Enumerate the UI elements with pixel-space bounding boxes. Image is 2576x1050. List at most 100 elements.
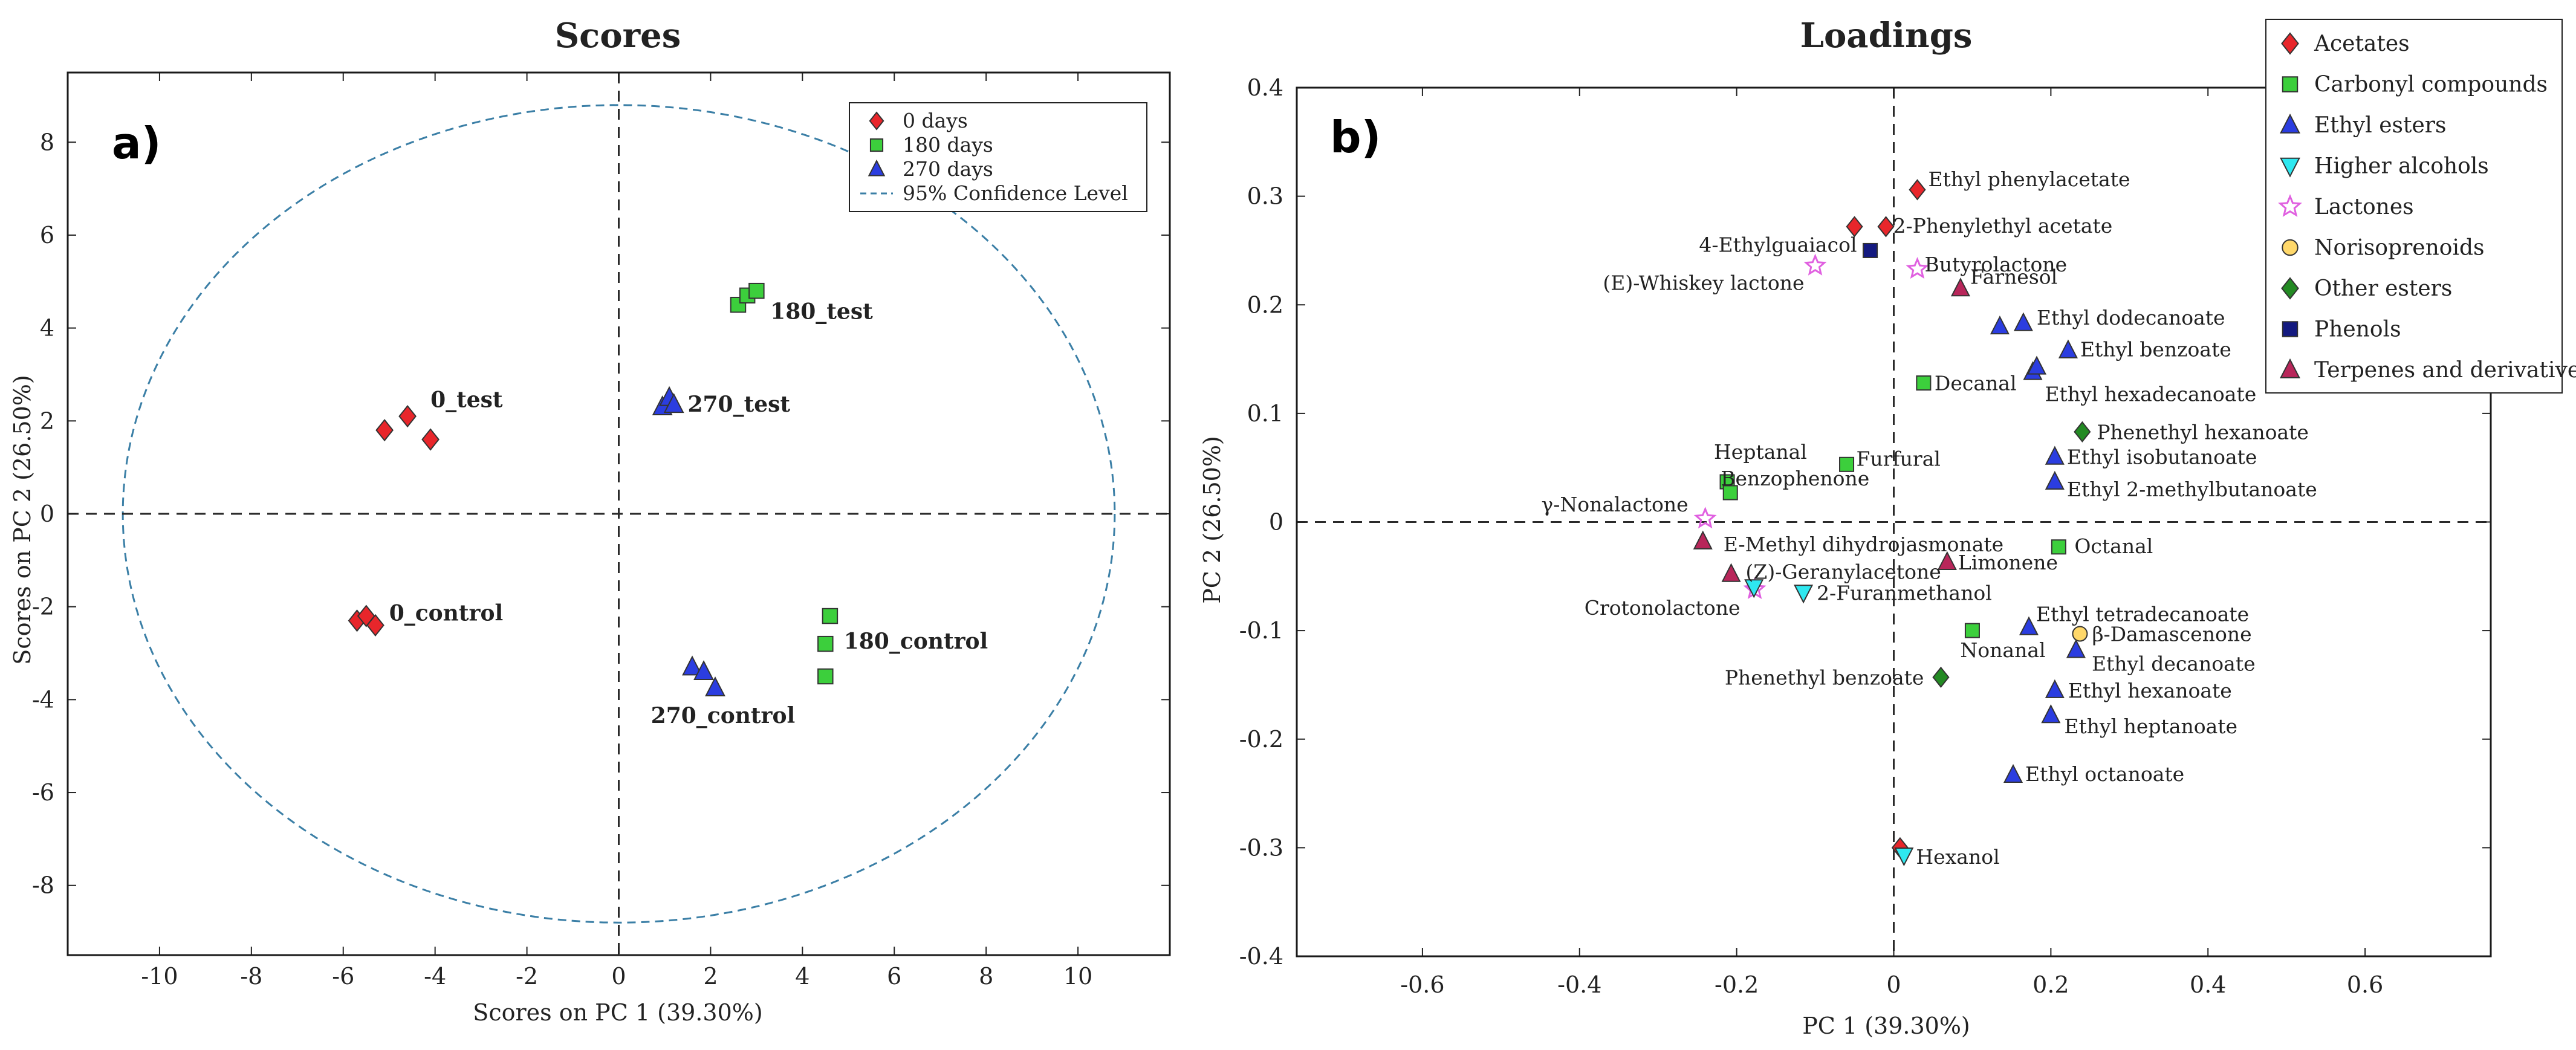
loading-point-ethyl-esters	[2003, 763, 2023, 783]
loading-point-label: γ-Nonalactone	[1541, 493, 1688, 516]
scores-point-0-days	[366, 614, 384, 637]
loadings-x-tick-label: 0.6	[2347, 971, 2383, 998]
scores-group-label: 0_test	[430, 387, 503, 412]
scores-point-270-days	[693, 660, 714, 681]
loadings-x-tick-label: -0.2	[1715, 971, 1759, 998]
scores-point-180-days	[748, 282, 765, 299]
loading-point-carbonyl-compounds	[2051, 539, 2066, 555]
loading-point-higher-alcohols	[1744, 579, 1764, 598]
loadings-legend-marker-acetates	[2281, 32, 2299, 55]
loadings-legend-label: Carbonyl compounds	[2314, 73, 2548, 97]
loading-point-carbonyl-compounds	[1916, 375, 1932, 391]
loading-point-label: Heptanal	[1714, 440, 1807, 464]
loading-point-label: Ethyl heptanoate	[2064, 715, 2237, 738]
loading-point-carbonyl-compounds	[1839, 456, 1855, 472]
loadings-y-tick-label: 0.1	[1247, 400, 1283, 427]
loadings-legend: Acetates Carbonyl compounds Ethyl esters Hi…	[2265, 19, 2576, 394]
loadings-legend-label: Acetates	[2314, 31, 2410, 56]
loading-point-other-esters	[1932, 666, 1950, 688]
scores-legend-label: 180 days	[903, 133, 993, 157]
loading-point-label: Nonanal	[1960, 638, 2045, 662]
scores-x-tick-label: -2	[516, 963, 538, 990]
loading-point-acetates	[1846, 216, 1863, 238]
loadings-legend-marker-higher-alcohols	[2280, 157, 2300, 178]
scores-legend-box	[849, 102, 1147, 212]
loadings-legend-label: Ethyl esters	[2314, 113, 2446, 138]
loading-point-phenols	[1862, 242, 1878, 258]
loading-point-acetates	[1877, 216, 1895, 238]
loading-point-carbonyl-compounds	[1722, 485, 1738, 501]
scores-x-tick-label: 6	[887, 963, 901, 990]
loading-point-label: Furfural	[1857, 447, 1941, 470]
scores-y-axis-label: Scores on PC 2 (26.50%)	[9, 375, 36, 664]
scores-y-tick-label: -4	[32, 686, 54, 713]
loading-point-lactones	[1803, 253, 1827, 276]
loading-point-ethyl-esters	[2045, 446, 2065, 465]
loadings-x-tick-label: -0.6	[1400, 971, 1444, 998]
loadings-y-tick-label: -0.4	[1239, 943, 1283, 970]
loading-point-terpenes-and-derivatives	[1937, 551, 1957, 570]
loading-point-higher-alcohols	[1794, 585, 1814, 604]
scores-y-tick-label: 0	[40, 501, 54, 527]
loading-point-label: (Z)-Geranylacetone	[1746, 560, 1941, 584]
loadings-legend-marker-ethyl-esters	[2280, 113, 2300, 134]
loading-point-label: 2-Furanmethanol	[1817, 581, 1992, 604]
loading-point-label: Ethyl tetradecanoate	[2036, 603, 2249, 626]
loading-point-label: (E)-Whiskey lactone	[1603, 271, 1804, 295]
scores-y-tick-label: 2	[40, 407, 54, 434]
loadings-y-tick-label: 0	[1269, 509, 1283, 536]
loadings-plot-frame	[1296, 86, 2492, 958]
loading-point-label: Ethyl benzoate	[2080, 338, 2231, 361]
scores-group-label: 180_control	[844, 629, 988, 654]
loading-point-label: Limonene	[1958, 551, 2058, 574]
loading-point-terpenes-and-derivatives	[1721, 563, 1741, 582]
scores-x-tick-label: 8	[979, 963, 993, 990]
scores-x-tick-label: -4	[424, 963, 446, 990]
loadings-legend-label: Lactones	[2314, 195, 2414, 219]
loading-point-label: Hexanol	[1916, 845, 1999, 869]
loading-point-ethyl-esters	[2026, 355, 2047, 375]
loadings-title: Loadings	[1800, 16, 1973, 56]
loadings-y-tick-label: 0.4	[1247, 74, 1283, 101]
scores-x-axis-label: Scores on PC 1 (39.30%)	[473, 999, 762, 1026]
scores-point-270-days	[705, 676, 725, 696]
loadings-legend-label: Other esters	[2314, 276, 2452, 301]
scores-point-180-days	[822, 608, 839, 624]
loadings-y-tick-label: -0.3	[1239, 834, 1283, 861]
scores-legend-label: 95% Confidence Level	[903, 181, 1128, 205]
loading-point-label: Ethyl isobutanoate	[2067, 446, 2257, 469]
scores-legend-label: 270 days	[903, 157, 993, 181]
loading-point-other-esters	[2074, 421, 2091, 443]
scores-y-tick-label: 6	[40, 222, 54, 248]
loading-point-label: Ethyl hexanoate	[2068, 679, 2232, 702]
loadings-y-tick-label: 0.2	[1247, 291, 1283, 318]
loadings-legend-marker-phenols	[2282, 321, 2299, 337]
loadings-y-axis-label: PC 2 (26.50%)	[1199, 436, 1225, 604]
loading-point-terpenes-and-derivatives	[1693, 530, 1713, 549]
loadings-legend-label: Terpenes and derivatives	[2314, 358, 2576, 383]
loadings-legend-marker-carbonyl-compounds	[2282, 76, 2299, 92]
loading-point-label: Ethyl decanoate	[2092, 652, 2256, 675]
scores-point-180-days	[817, 668, 834, 685]
loadings-y-tick-label: 0.3	[1247, 183, 1283, 210]
scores-x-tick-label: -6	[332, 963, 354, 990]
scores-x-tick-label: 2	[703, 963, 718, 990]
loadings-legend-label: Norisoprenoids	[2314, 236, 2485, 261]
loading-point-ethyl-esters	[2058, 339, 2078, 358]
loading-point-label: Farnesol	[1970, 265, 2057, 288]
loadings-x-tick-label: 0.2	[2033, 971, 2069, 998]
loading-point-ethyl-esters	[2041, 704, 2061, 724]
loadings-legend-marker-norisoprenoids	[2282, 239, 2299, 256]
loading-point-lactones	[1693, 507, 1717, 529]
scores-y-tick-label: -6	[32, 779, 54, 806]
scores-y-tick-label: 8	[40, 129, 54, 155]
scores-point-0-days	[398, 405, 417, 428]
loading-point-label: Decanal	[1935, 372, 2017, 395]
loadings-legend-marker-terpenes-and-derivatives	[2280, 358, 2300, 378]
loadings-panel: Loadings b) PC 1 (39.30%) PC 2 (26.50%) …	[1199, 16, 2576, 1039]
scores-group-label: 0_control	[389, 601, 503, 626]
scores-title: Scores	[555, 16, 681, 56]
